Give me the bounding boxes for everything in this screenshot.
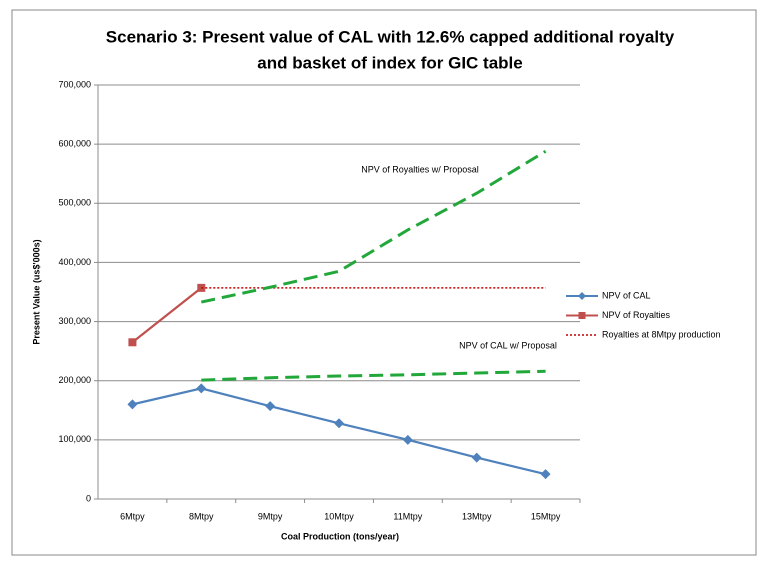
y-axis-title: Present Value (us$'000s) [31,239,41,344]
y-tick-label: 600,000 [58,139,91,149]
y-tick-label: 100,000 [58,434,91,444]
diamond-marker [196,383,207,394]
series-line [201,369,546,382]
legend-label: NPV of CAL [602,290,651,300]
annotation: NPV of Royalties w/ Proposal [361,164,479,174]
y-tick-label: 700,000 [58,79,91,89]
diamond-marker [540,469,551,480]
x-tick-label: 8Mtpy [189,511,214,521]
y-tick-label: 0 [86,493,91,503]
series-line [131,286,202,344]
diamond-marker [334,418,344,429]
diamond-marker [265,401,276,412]
x-tick-label: 11Mtpy [393,511,422,521]
legend-marker [578,312,586,319]
chart-title: Scenario 3: Present value of CAL with 12… [106,27,675,46]
x-tick-label: 9Mtpy [258,511,283,521]
square-marker [128,338,137,347]
chart-title: and basket of index for GIC table [257,53,522,72]
legend-marker [578,292,586,300]
legend-label: NPV of Royalties [602,310,671,320]
x-tick-label: 10Mtpy [324,511,354,521]
diamond-marker [127,399,138,410]
x-tick-label: 6Mtpy [120,511,145,521]
legend-label: Royalties at 8Mtpy production [602,329,721,339]
series-line [200,149,547,304]
y-tick-label: 200,000 [58,375,91,385]
annotation: NPV of CAL w/ Proposal [459,340,557,350]
x-tick-label: 13Mtpy [462,511,492,521]
chart-frame [11,9,757,556]
y-tick-label: 500,000 [58,198,91,208]
x-tick-label: 15Mtpy [531,511,561,521]
y-tick-label: 400,000 [58,257,91,267]
diamond-marker [402,434,413,445]
x-axis-title: Coal Production (tons/year) [281,531,399,541]
y-tick-label: 300,000 [58,316,91,326]
diamond-marker [471,452,482,463]
